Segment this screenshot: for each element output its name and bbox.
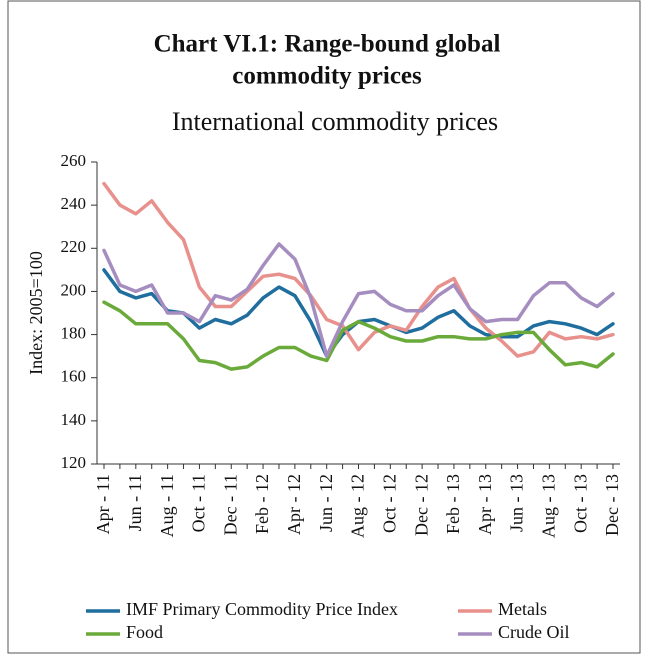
x-tick-label: Aug - 13 [539, 474, 559, 538]
y-tick-label: 260 [61, 151, 87, 170]
chart-title: Chart VI.1: Range-bound global [154, 31, 501, 58]
series-line [102, 242, 615, 358]
x-tick-label: Oct - 11 [189, 474, 209, 532]
y-tick-label: 120 [61, 453, 87, 472]
x-tick-label: Dec - 12 [411, 474, 431, 536]
x-tick-label: Aug - 12 [348, 474, 368, 538]
y-axis-label: Index: 2005=100 [26, 251, 46, 375]
legend-label: Food [126, 622, 163, 642]
frame [7, 0, 641, 654]
y-tick-label: 160 [61, 367, 87, 386]
x-tick-label: Apr - 13 [475, 474, 495, 535]
y-tick-label: 240 [61, 194, 87, 213]
x-tick-label: Apr - 12 [284, 474, 304, 535]
chart-title: commodity prices [232, 63, 422, 90]
x-tick-label: Jun - 13 [507, 474, 527, 532]
x-tick-label: Dec - 13 [602, 474, 622, 536]
legend-label: Crude Oil [498, 622, 570, 642]
x-tick-label: Jun - 12 [316, 474, 336, 532]
x-tick-label: Jun - 11 [125, 474, 145, 531]
series-line [102, 300, 615, 371]
series-line [102, 181, 615, 358]
y-tick-label: 200 [61, 280, 87, 299]
x-tick-label: Apr - 11 [93, 474, 113, 534]
legend-label: Metals [498, 599, 547, 619]
y-tick-label: 180 [61, 323, 87, 342]
x-tick-label: Dec - 11 [220, 474, 240, 535]
x-tick-label: Oct - 13 [570, 474, 590, 533]
legend-label: IMF Primary Commodity Price Index [126, 599, 398, 619]
chart-subtitle: International commodity prices [172, 107, 498, 136]
y-tick-label: 140 [61, 410, 87, 429]
x-tick-label: Feb - 13 [443, 474, 463, 534]
y-tick-label: 220 [61, 237, 87, 256]
x-tick-label: Aug - 11 [157, 474, 177, 537]
x-tick-label: Feb - 12 [252, 474, 272, 534]
x-tick-label: Oct - 12 [379, 474, 399, 533]
